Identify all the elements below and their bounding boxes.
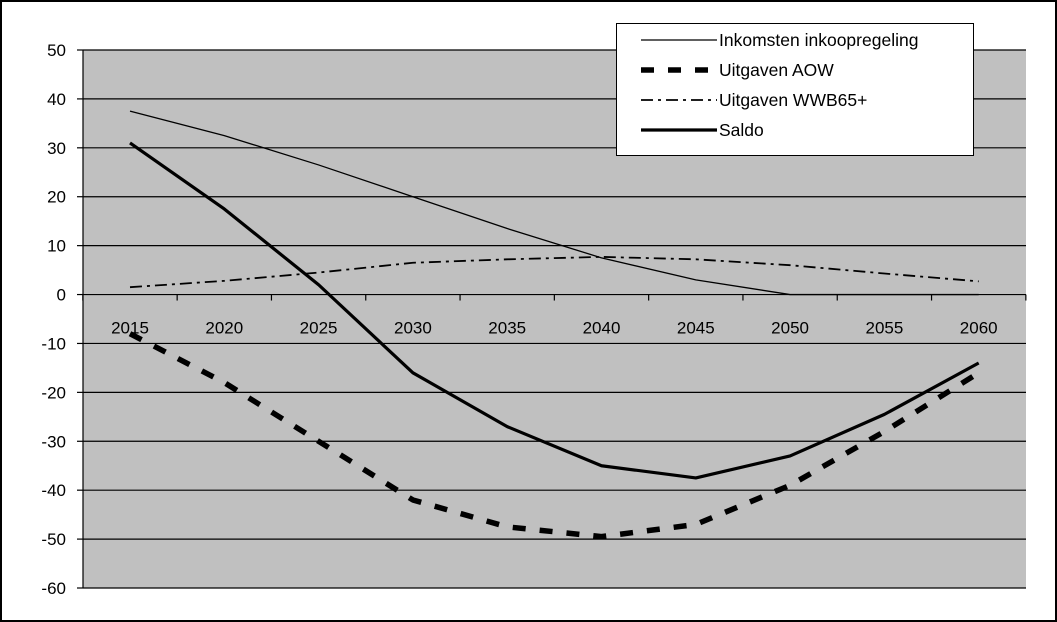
legend-label: Inkomsten inkoopregeling	[719, 30, 919, 50]
series-line-4	[129, 141, 980, 480]
y-tick-label: -40	[41, 481, 66, 500]
x-tick-label: 2055	[865, 319, 903, 338]
legend-swatch	[641, 39, 717, 41]
legend-item: Inkomsten inkoopregeling	[617, 26, 973, 56]
x-tick-label: 2030	[394, 319, 432, 338]
x-tick-label: 2015	[111, 319, 149, 338]
y-tick-label: 40	[47, 90, 66, 109]
legend-swatch	[641, 128, 717, 132]
series-lines	[128, 110, 981, 540]
y-tick-label: 50	[47, 41, 66, 60]
y-tick-label: 20	[47, 188, 66, 207]
x-tick-label: 2020	[205, 319, 243, 338]
legend-label: Saldo	[719, 120, 764, 140]
series-line-1	[129, 110, 979, 296]
legend-label: Uitgaven WWB65+	[719, 90, 868, 110]
y-axis-ticks: 50 40 30 20 10 0 -10 -20 -30 -40 -50 -60	[41, 41, 66, 598]
y-tick-label: 10	[47, 237, 66, 256]
y-tick-label: -30	[41, 432, 66, 451]
x-tick-label: 2050	[771, 319, 809, 338]
legend-swatch	[641, 67, 717, 73]
y-tick-label: -10	[41, 334, 66, 353]
y-tick-label: 0	[57, 286, 66, 305]
legend-label: Uitgaven AOW	[719, 60, 834, 80]
legend-item: Uitgaven AOW	[617, 56, 973, 86]
x-tick-label: 2040	[583, 319, 621, 338]
y-tick-label: 30	[47, 139, 66, 158]
x-tick-label: 2060	[960, 319, 998, 338]
x-axis-ticks: 2015 2020 2025 2030 2035 2040 2045 2050 2055 2060	[111, 319, 998, 338]
series-line-3	[129, 255, 979, 289]
legend-swatch	[641, 99, 717, 101]
y-tick-label: -60	[41, 579, 66, 598]
legend-item: Saldo	[617, 116, 973, 146]
x-tick-label: 2025	[300, 319, 338, 338]
x-tick-label: 2035	[488, 319, 526, 338]
x-tick-label: 2045	[677, 319, 715, 338]
legend: Inkomsten inkoopregeling Uitgaven AOW Uitg…	[616, 23, 974, 156]
y-tick-label: -50	[41, 530, 66, 549]
y-tick-label: -20	[41, 383, 66, 402]
legend-item: Uitgaven WWB65+	[617, 86, 973, 116]
